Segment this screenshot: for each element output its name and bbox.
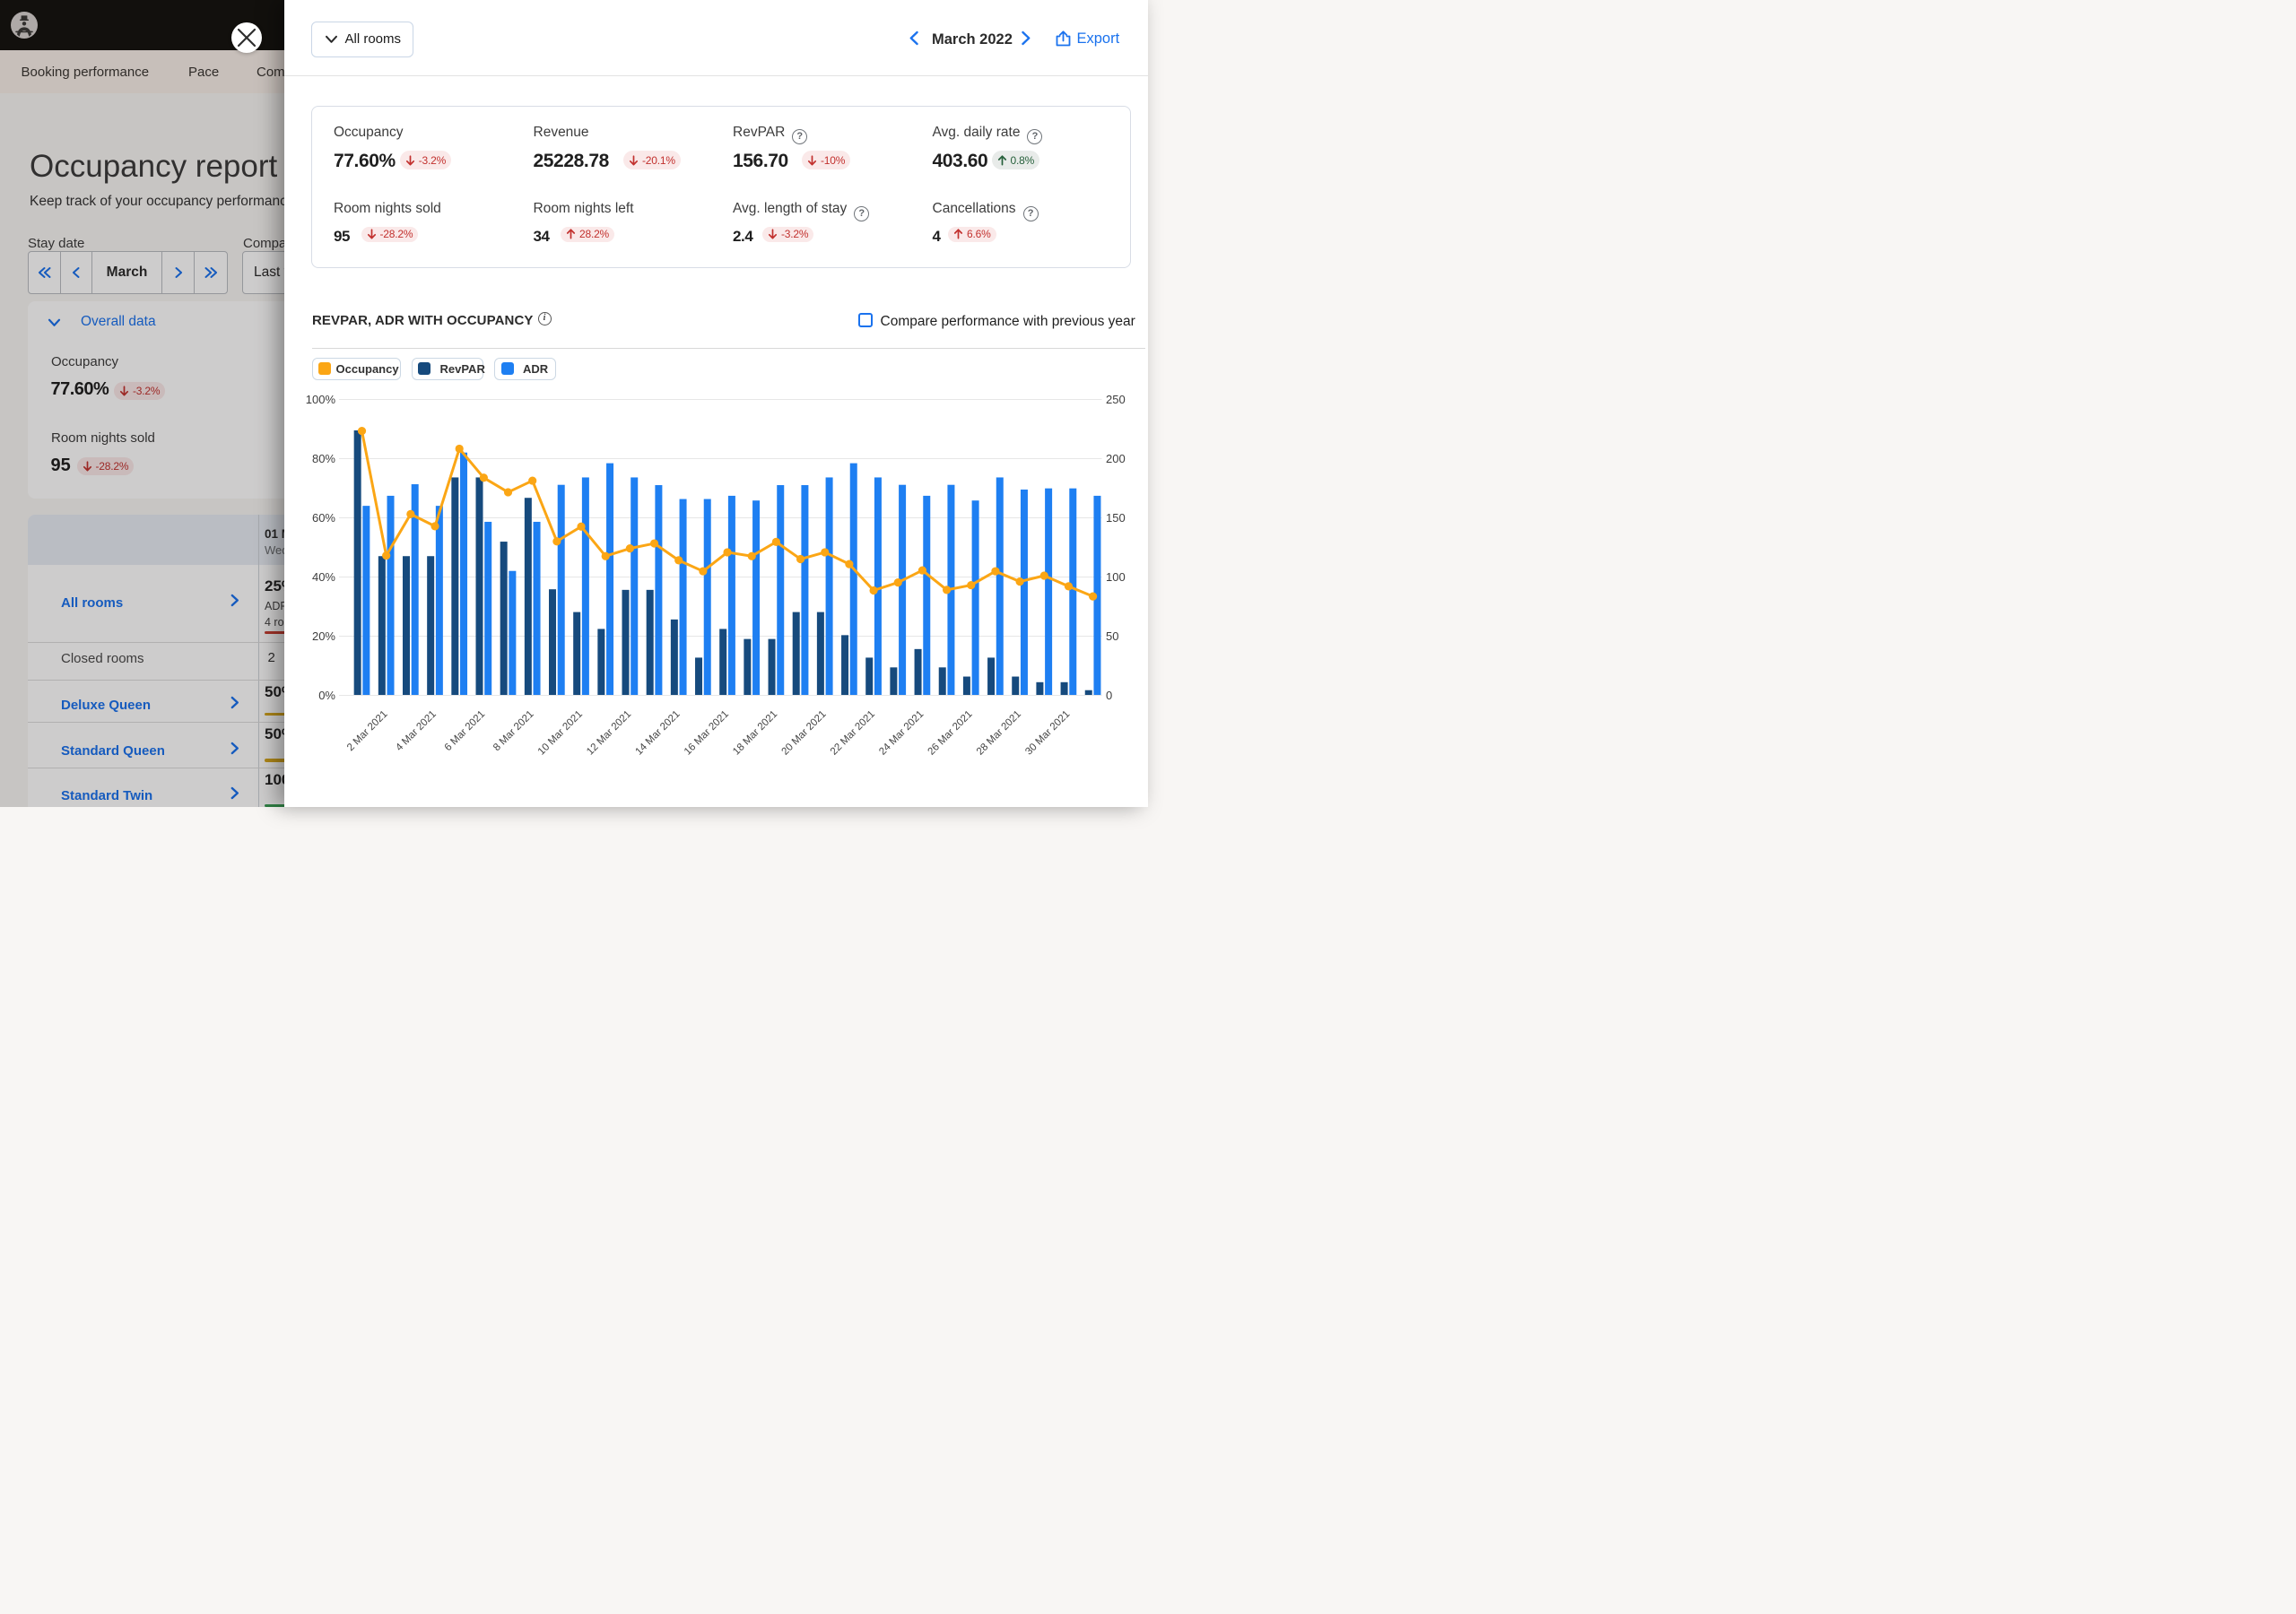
svg-text:12 Mar 2021: 12 Mar 2021 (585, 708, 633, 757)
svg-text:4 Mar 2021: 4 Mar 2021 (394, 708, 439, 753)
svg-text:8 Mar 2021: 8 Mar 2021 (491, 708, 536, 753)
svg-text:6 Mar 2021: 6 Mar 2021 (442, 708, 487, 753)
svg-text:26 Mar 2021: 26 Mar 2021 (926, 708, 974, 757)
svg-text:80%: 80% (311, 452, 335, 465)
svg-text:50: 50 (1106, 629, 1118, 643)
svg-text:40%: 40% (311, 570, 335, 584)
svg-text:10 Mar 2021: 10 Mar 2021 (535, 708, 584, 757)
svg-text:16 Mar 2021: 16 Mar 2021 (682, 708, 730, 757)
svg-text:20%: 20% (311, 629, 335, 643)
svg-text:60%: 60% (311, 511, 335, 525)
svg-text:0: 0 (1106, 689, 1112, 702)
svg-text:150: 150 (1106, 511, 1126, 525)
svg-text:100%: 100% (305, 393, 335, 406)
svg-text:28 Mar 2021: 28 Mar 2021 (974, 708, 1022, 757)
svg-text:250: 250 (1106, 393, 1126, 406)
svg-text:200: 200 (1106, 452, 1126, 465)
svg-text:18 Mar 2021: 18 Mar 2021 (731, 708, 779, 757)
svg-text:22 Mar 2021: 22 Mar 2021 (828, 708, 876, 757)
svg-text:24 Mar 2021: 24 Mar 2021 (877, 708, 926, 757)
svg-text:0%: 0% (318, 689, 335, 702)
svg-text:30 Mar 2021: 30 Mar 2021 (1023, 708, 1072, 757)
svg-text:14 Mar 2021: 14 Mar 2021 (633, 708, 682, 757)
svg-text:20 Mar 2021: 20 Mar 2021 (779, 708, 828, 757)
svg-text:2 Mar 2021: 2 Mar 2021 (344, 708, 389, 753)
svg-text:100: 100 (1106, 570, 1126, 584)
